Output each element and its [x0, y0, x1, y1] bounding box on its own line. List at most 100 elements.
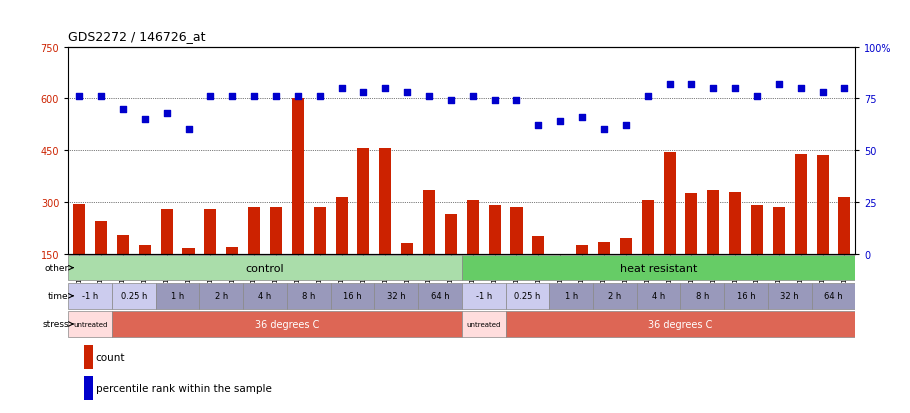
- Point: [72, 94, 86, 100]
- Bar: [467, 201, 479, 306]
- Bar: [593, 283, 637, 309]
- Bar: [183, 249, 195, 306]
- Bar: [418, 283, 461, 309]
- Point: [334, 85, 349, 92]
- Bar: [336, 197, 348, 306]
- Point: [137, 116, 152, 123]
- Point: [399, 90, 414, 96]
- Bar: [489, 206, 500, 306]
- Bar: [330, 283, 374, 309]
- Text: heat resistant: heat resistant: [620, 263, 697, 273]
- Point: [750, 94, 764, 100]
- Text: 0.25 h: 0.25 h: [514, 292, 541, 301]
- Text: other: other: [45, 263, 68, 273]
- Text: 4 h: 4 h: [652, 292, 665, 301]
- Bar: [199, 283, 243, 309]
- Bar: [379, 149, 391, 306]
- Bar: [751, 206, 763, 306]
- Bar: [461, 283, 506, 309]
- Text: control: control: [246, 263, 284, 273]
- Point: [268, 94, 283, 100]
- Text: -1 h: -1 h: [476, 292, 491, 301]
- Point: [553, 119, 568, 125]
- Text: 36 degrees C: 36 degrees C: [255, 319, 319, 329]
- Bar: [116, 235, 129, 306]
- Bar: [161, 209, 173, 306]
- Text: 0.25 h: 0.25 h: [121, 292, 147, 301]
- Bar: [637, 283, 681, 309]
- Bar: [358, 149, 369, 306]
- Point: [837, 85, 852, 92]
- Bar: [685, 194, 697, 306]
- Text: untreated: untreated: [467, 321, 500, 327]
- Bar: [287, 283, 330, 309]
- Bar: [243, 283, 287, 309]
- Bar: [314, 207, 326, 306]
- Point: [597, 127, 612, 133]
- Bar: [681, 283, 724, 309]
- Point: [225, 94, 239, 100]
- Bar: [270, 207, 282, 306]
- Bar: [506, 311, 855, 337]
- Point: [619, 123, 633, 129]
- Point: [116, 106, 130, 113]
- Bar: [423, 190, 435, 306]
- Text: count: count: [96, 352, 126, 363]
- Bar: [248, 207, 260, 306]
- Bar: [205, 209, 217, 306]
- Point: [466, 94, 480, 100]
- Bar: [68, 311, 112, 337]
- Point: [203, 94, 217, 100]
- Point: [575, 114, 590, 121]
- Point: [641, 94, 655, 100]
- Point: [488, 98, 502, 104]
- Bar: [156, 283, 199, 309]
- Point: [772, 81, 786, 88]
- Bar: [68, 255, 461, 281]
- Bar: [138, 245, 151, 306]
- Point: [378, 85, 392, 92]
- Point: [247, 94, 261, 100]
- Bar: [576, 245, 588, 306]
- Point: [531, 123, 546, 129]
- Text: 1 h: 1 h: [564, 292, 578, 301]
- Point: [662, 81, 677, 88]
- Bar: [112, 311, 461, 337]
- Point: [290, 94, 305, 100]
- Text: 4 h: 4 h: [258, 292, 272, 301]
- Text: percentile rank within the sample: percentile rank within the sample: [96, 383, 272, 393]
- Text: 2 h: 2 h: [608, 292, 622, 301]
- Text: 32 h: 32 h: [387, 292, 406, 301]
- Text: 16 h: 16 h: [737, 292, 755, 301]
- Bar: [445, 214, 457, 306]
- Bar: [292, 99, 304, 306]
- Bar: [461, 255, 855, 281]
- Bar: [401, 244, 413, 306]
- Text: 8 h: 8 h: [302, 292, 316, 301]
- Point: [815, 90, 830, 96]
- Bar: [642, 201, 653, 306]
- Text: 64 h: 64 h: [430, 292, 450, 301]
- Text: 32 h: 32 h: [781, 292, 799, 301]
- Bar: [663, 152, 675, 306]
- Bar: [794, 154, 807, 306]
- Bar: [227, 247, 238, 306]
- Bar: [620, 239, 632, 306]
- Text: stress: stress: [42, 320, 68, 329]
- Bar: [532, 237, 544, 306]
- Point: [312, 94, 327, 100]
- Text: 64 h: 64 h: [824, 292, 843, 301]
- Point: [181, 127, 196, 133]
- Bar: [729, 192, 741, 306]
- Bar: [461, 311, 506, 337]
- Bar: [73, 204, 86, 306]
- Point: [421, 94, 436, 100]
- Bar: [95, 221, 107, 306]
- Bar: [374, 283, 418, 309]
- Bar: [768, 283, 812, 309]
- Bar: [598, 242, 610, 306]
- Bar: [84, 345, 94, 369]
- Point: [794, 85, 808, 92]
- Bar: [816, 156, 829, 306]
- Bar: [84, 376, 94, 400]
